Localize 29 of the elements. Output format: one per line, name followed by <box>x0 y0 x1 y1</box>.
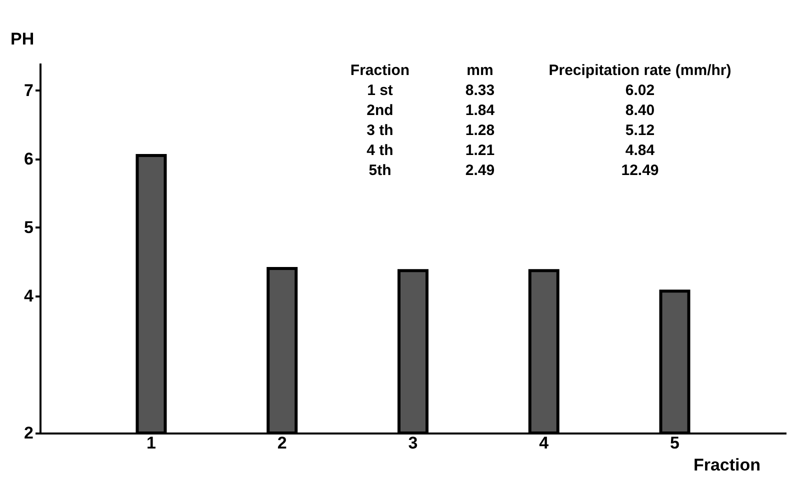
annotation: 3 th <box>366 122 394 139</box>
annotation: 8.33 <box>465 82 495 99</box>
annotation: 8.40 <box>625 102 655 119</box>
annotation: 4.84 <box>625 142 656 159</box>
y-tick-label: 5 <box>24 218 34 237</box>
annotation: 5th <box>368 162 392 179</box>
annotation: 2.49 <box>465 162 495 179</box>
y-axis-title: PH <box>10 30 34 48</box>
annotation: 4 th <box>366 142 394 159</box>
annotation: 1 st <box>367 82 393 99</box>
annotation: 2nd <box>366 102 394 119</box>
annotation: Fraction <box>350 62 410 79</box>
x-tick-label: 2 <box>277 434 287 452</box>
annotation: 12.49 <box>621 162 659 179</box>
annotation: Precipitation rate (mm/hr) <box>548 62 732 79</box>
annotation: 6.02 <box>625 82 655 99</box>
annotation: mm <box>466 62 494 79</box>
y-tick-label: 6 <box>24 149 34 168</box>
annotation: 5.12 <box>625 122 655 139</box>
y-tick-label: 4 <box>24 286 34 306</box>
x-tick-label: 4 <box>539 434 550 452</box>
x-tick-label: 1 <box>146 434 156 452</box>
y-tick-label: 7 <box>24 80 34 100</box>
x-axis-title: Fraction <box>693 456 760 474</box>
x-tick-label: 5 <box>670 434 680 452</box>
annotation: 1.28 <box>465 122 495 139</box>
x-tick-label: 3 <box>408 434 418 452</box>
annotation: 1.21 <box>465 142 495 159</box>
annotation: 1.84 <box>465 102 496 119</box>
